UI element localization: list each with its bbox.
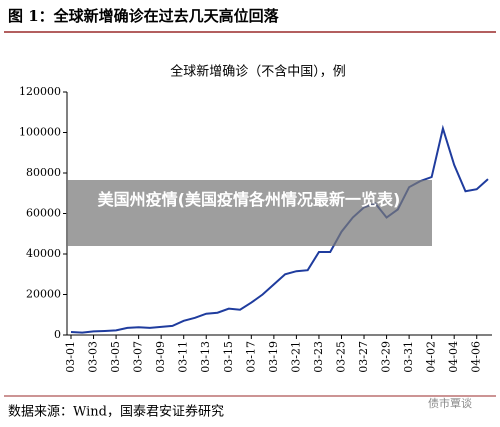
watermark: 债市覃谈 xyxy=(428,396,472,410)
x-tick-label: 03-03 xyxy=(87,341,100,373)
x-tick-label: 03-23 xyxy=(312,341,325,373)
x-tick-label: 03-29 xyxy=(380,341,393,373)
x-tick-label: 03-27 xyxy=(357,341,370,373)
x-tick-label: 03-13 xyxy=(199,341,212,373)
figure-header: 图 1：全球新增确诊在过去几天高位回落 xyxy=(8,7,280,25)
y-tick-label: 80000 xyxy=(26,166,61,179)
y-tick-label: 40000 xyxy=(26,247,61,260)
x-tick-label: 03-07 xyxy=(132,341,145,373)
x-tick-label: 03-01 xyxy=(64,341,77,373)
overlay-caption: 美国州疫情(美国疫情各州情况最新一览表) xyxy=(66,180,432,246)
x-tick-label: 03-31 xyxy=(402,341,415,373)
chart-title: 全球新增确诊（不含中国），例 xyxy=(170,64,346,80)
x-tick-label: 03-17 xyxy=(244,341,257,373)
source: 数据来源：Wind，国泰君安证券研究 xyxy=(8,404,224,420)
x-tick-label: 03-05 xyxy=(109,341,122,373)
x-tick-label: 03-21 xyxy=(289,341,302,373)
y-tick-label: 100000 xyxy=(19,126,61,139)
y-tick-label: 20000 xyxy=(26,288,61,301)
x-tick-label: 04-06 xyxy=(470,341,483,373)
x-tick-label: 04-04 xyxy=(447,341,460,373)
x-tick-label: 03-19 xyxy=(267,341,280,373)
x-tick-label: 03-15 xyxy=(222,341,235,373)
y-tick-label: 60000 xyxy=(26,207,61,220)
x-tick-label: 04-02 xyxy=(425,341,438,373)
y-tick-label: 0 xyxy=(54,328,61,341)
x-tick-label: 03-09 xyxy=(154,341,167,373)
x-tick-label: 03-25 xyxy=(334,341,347,373)
x-tick-label: 03-11 xyxy=(177,341,190,373)
y-tick-label: 120000 xyxy=(19,85,61,98)
